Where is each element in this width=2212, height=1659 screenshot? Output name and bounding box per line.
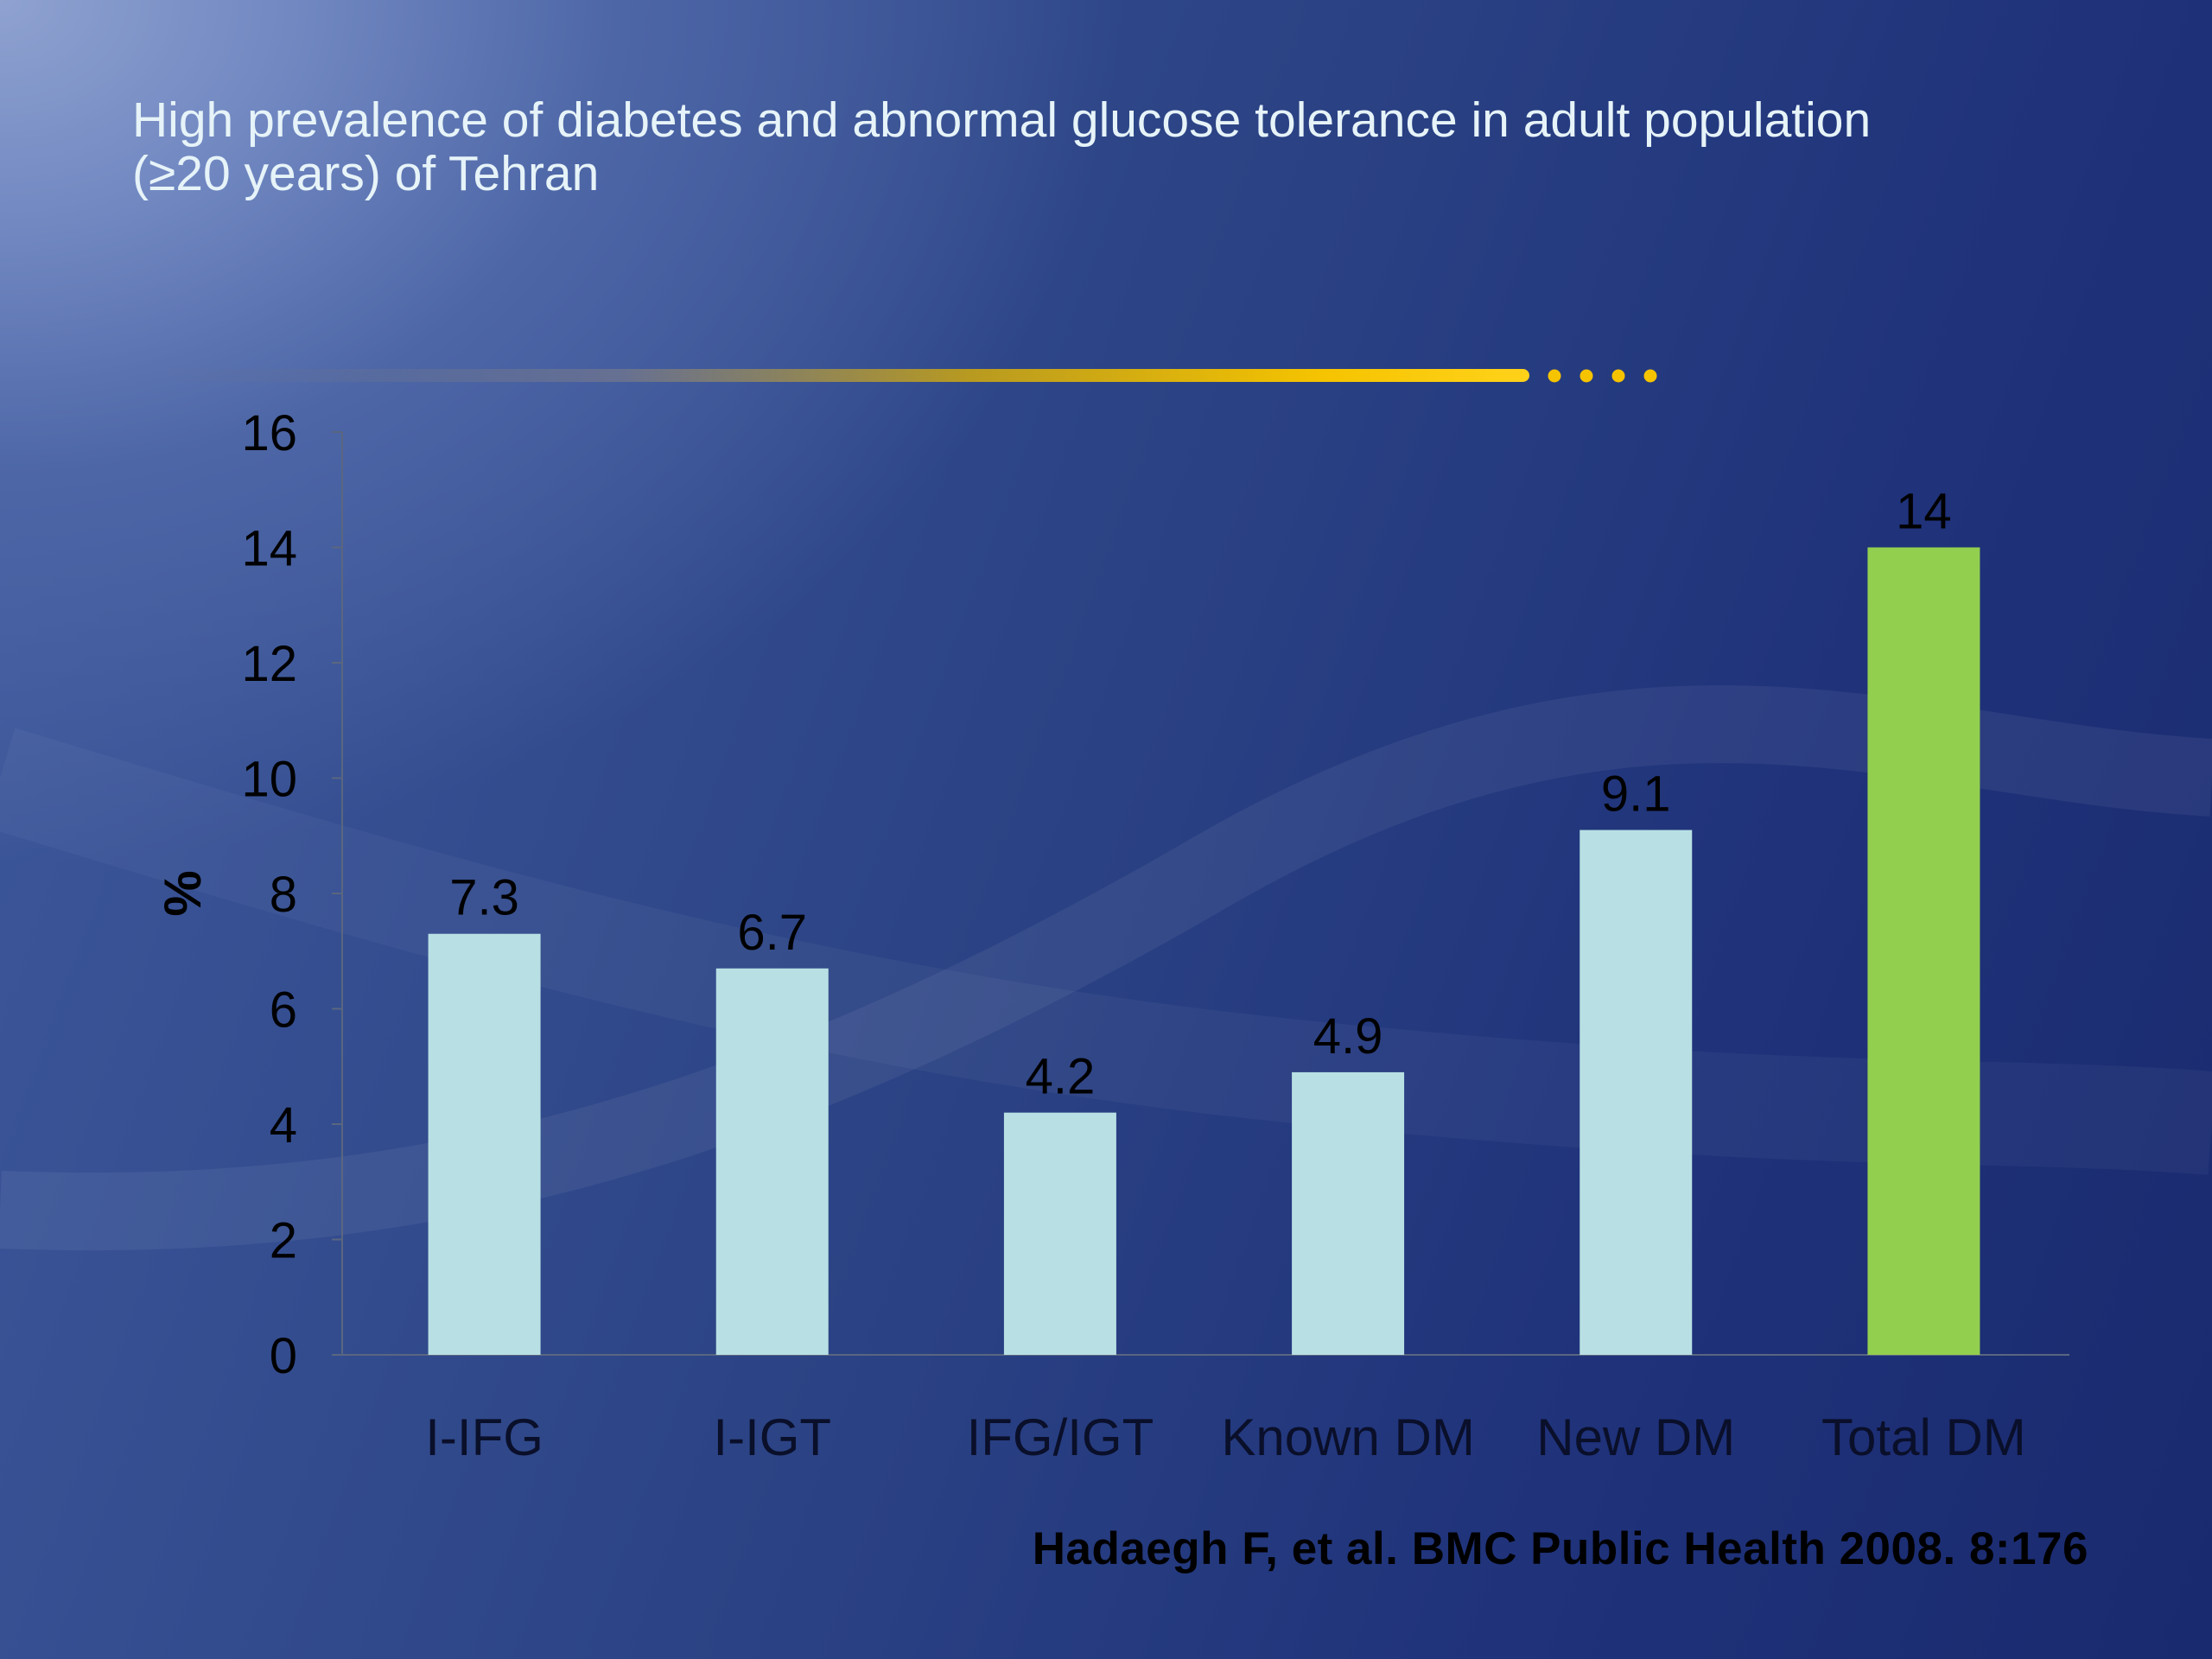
x-tick-label: IFG/IGT	[967, 1408, 1154, 1466]
bar-data-label: 6.7	[737, 905, 807, 961]
slide-title-line-1: High prevalence of diabetes and abnormal…	[132, 92, 1872, 148]
x-tick-label: I-IFG	[425, 1408, 543, 1466]
bar	[428, 933, 541, 1355]
bar	[715, 968, 829, 1355]
bar	[1292, 1071, 1405, 1355]
x-tick-label: New DM	[1536, 1408, 1735, 1466]
bar-data-label: 7.3	[449, 870, 519, 926]
bar-data-label: 4.2	[1026, 1049, 1096, 1105]
x-tick-label: I-IGT	[713, 1408, 831, 1466]
bar	[1003, 1112, 1116, 1355]
y-tick-label: 10	[241, 752, 297, 808]
bar-data-label: 14	[1896, 484, 1952, 540]
citation: Hadaegh F, et al. BMC Public Health 2008…	[1032, 1523, 2088, 1574]
y-tick-label: 8	[270, 867, 297, 923]
y-tick-label: 6	[270, 982, 297, 1039]
y-tick-label: 12	[241, 636, 297, 692]
bar	[1580, 830, 1693, 1355]
x-tick-label: Total DM	[1821, 1408, 2026, 1466]
bar	[1867, 547, 1980, 1355]
bar-data-label: 4.9	[1313, 1008, 1383, 1065]
slide-title: High prevalence of diabetes and abnormal…	[132, 93, 2120, 200]
x-tick-label: Known DM	[1221, 1408, 1474, 1466]
y-axis-label: %	[154, 870, 212, 916]
slide-title-line-2: (≥20 years) of Tehran	[132, 146, 600, 201]
y-tick-label: 16	[241, 405, 297, 461]
bar-data-label: 9.1	[1601, 766, 1671, 823]
y-tick-label: 14	[241, 521, 297, 577]
y-tick-label: 0	[270, 1328, 297, 1384]
y-tick-label: 2	[270, 1213, 297, 1269]
y-tick-label: 4	[270, 1097, 297, 1154]
